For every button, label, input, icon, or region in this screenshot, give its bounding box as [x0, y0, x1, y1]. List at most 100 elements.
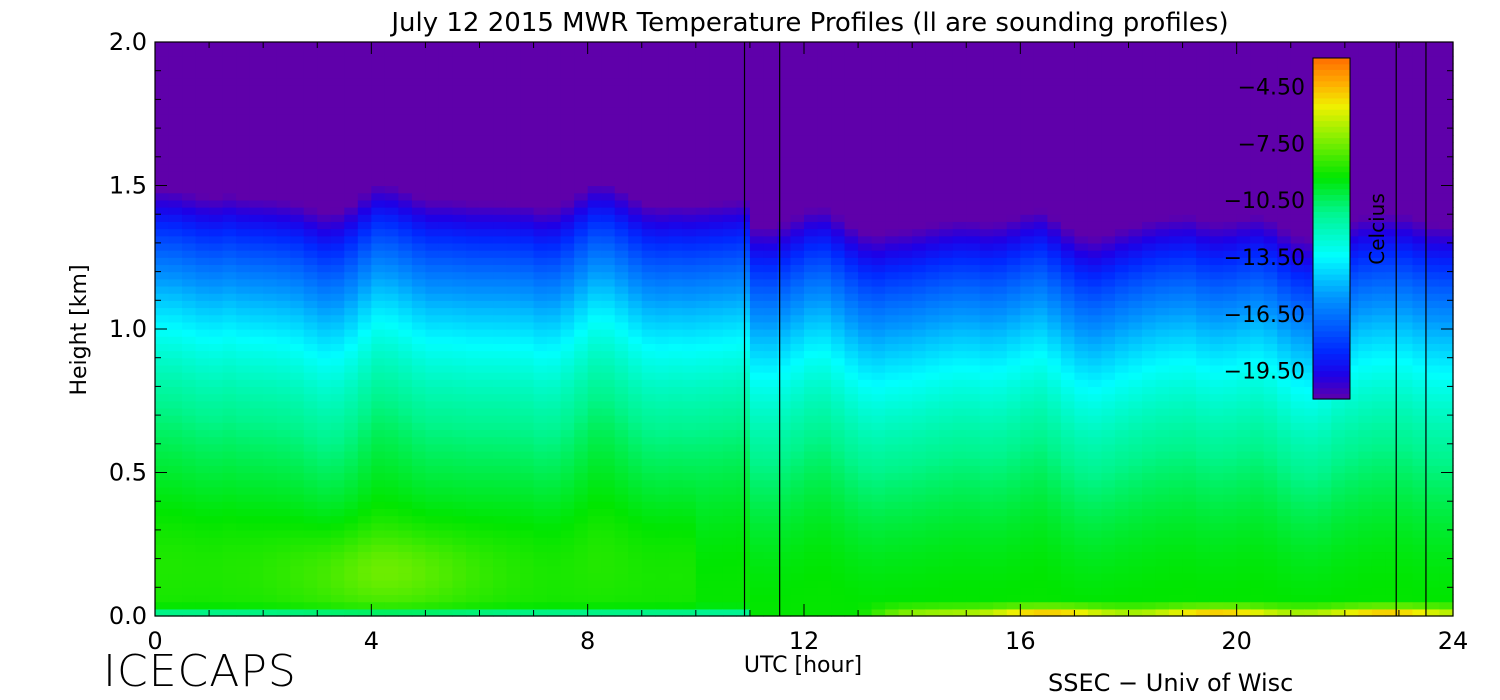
heatmap-cell — [263, 242, 278, 251]
heatmap-cell — [249, 343, 264, 352]
heatmap-cell — [763, 199, 778, 208]
heatmap-cell — [520, 587, 535, 596]
heatmap-cell — [330, 400, 345, 409]
heatmap-cell — [303, 113, 318, 122]
heatmap-cell — [979, 214, 994, 222]
heatmap-cell — [330, 42, 345, 50]
heatmap-cell — [425, 293, 440, 301]
heatmap-cell — [641, 386, 656, 395]
heatmap-cell — [520, 486, 535, 495]
heatmap-cell — [222, 357, 237, 366]
heatmap-cell — [966, 329, 981, 337]
heatmap-cell — [317, 537, 332, 545]
heatmap-cell — [601, 565, 616, 574]
heatmap-cell — [628, 214, 643, 222]
heatmap-cell — [898, 565, 913, 574]
heatmap-cell — [357, 479, 372, 488]
heatmap-cell — [655, 601, 670, 610]
heatmap-cell — [871, 142, 886, 151]
heatmap-cell — [587, 257, 602, 266]
heatmap-cell — [303, 494, 318, 502]
heatmap-cell — [506, 422, 521, 431]
heatmap-cell — [155, 228, 170, 237]
heatmap-cell — [182, 400, 197, 409]
heatmap-cell — [168, 343, 183, 352]
heatmap-cell — [736, 314, 751, 323]
heatmap-cell — [966, 171, 981, 179]
heatmap-cell — [249, 257, 264, 266]
heatmap-cell — [520, 178, 535, 187]
heatmap-cell — [614, 221, 629, 230]
heatmap-cell — [209, 450, 224, 459]
heatmap-cell — [479, 199, 494, 208]
heatmap-cell — [493, 63, 508, 72]
heatmap-cell — [155, 386, 170, 395]
heatmap-cell — [506, 336, 521, 344]
heatmap-cell — [695, 479, 710, 488]
heatmap-cell — [384, 307, 399, 316]
heatmap-cell — [628, 235, 643, 244]
heatmap-cell — [898, 465, 913, 474]
heatmap-cell — [574, 271, 589, 280]
heatmap-cell — [384, 415, 399, 423]
heatmap-cell — [844, 185, 859, 194]
heatmap-cell — [236, 537, 251, 545]
heatmap-cell — [182, 350, 197, 359]
heatmap-cell — [317, 515, 332, 524]
heatmap-cell — [979, 364, 994, 373]
heatmap-cell — [506, 601, 521, 610]
heatmap-cell — [479, 300, 494, 309]
heatmap-cell — [330, 587, 345, 596]
heatmap-cell — [195, 501, 210, 509]
heatmap-cell — [438, 407, 454, 416]
heatmap-cell — [668, 501, 683, 509]
heatmap-cell — [330, 379, 345, 387]
heatmap-cell — [885, 458, 900, 466]
heatmap-cell — [858, 142, 873, 151]
heatmap-cell — [844, 99, 859, 108]
heatmap-cell — [844, 163, 859, 172]
heatmap-cell — [587, 56, 602, 65]
heatmap-cell — [182, 70, 197, 79]
heatmap-cell — [411, 522, 427, 531]
heatmap-cell — [601, 199, 616, 208]
heatmap-cell — [398, 250, 413, 258]
heatmap-cell — [641, 113, 656, 122]
heatmap-cell — [303, 257, 318, 266]
heatmap-cell — [614, 235, 629, 244]
heatmap-cell — [641, 92, 656, 100]
heatmap-cell — [493, 135, 508, 144]
heatmap-cell — [493, 343, 508, 352]
heatmap-cell — [276, 501, 291, 509]
heatmap-cell — [722, 372, 737, 380]
heatmap-cell — [749, 92, 765, 100]
heatmap-cell — [574, 429, 589, 438]
heatmap-cell — [804, 163, 819, 172]
heatmap-cell — [749, 544, 765, 553]
heatmap-cell — [614, 49, 629, 57]
heatmap-cell — [371, 178, 386, 187]
heatmap-cell — [560, 207, 575, 215]
heatmap-cell — [682, 601, 697, 610]
heatmap-cell — [709, 494, 724, 502]
heatmap-cell — [736, 415, 751, 423]
heatmap-cell — [452, 580, 467, 588]
heatmap-cell — [222, 501, 237, 509]
heatmap-cell — [479, 185, 494, 194]
heatmap-cell — [330, 565, 345, 574]
heatmap-cell — [709, 120, 724, 129]
heatmap-cell — [317, 171, 332, 179]
heatmap-cell — [479, 106, 494, 115]
heatmap-cell — [493, 494, 508, 502]
heatmap-cell — [182, 479, 197, 488]
heatmap-cell — [168, 300, 183, 309]
heatmap-cell — [344, 537, 359, 545]
heatmap-cell — [398, 393, 413, 402]
heatmap-cell — [587, 501, 602, 509]
heatmap-cell — [182, 199, 197, 208]
heatmap-cell — [709, 608, 724, 617]
heatmap-cell — [587, 336, 602, 344]
heatmap-cell — [628, 522, 643, 531]
heatmap-cell — [952, 199, 967, 208]
heatmap-cell — [438, 70, 454, 79]
